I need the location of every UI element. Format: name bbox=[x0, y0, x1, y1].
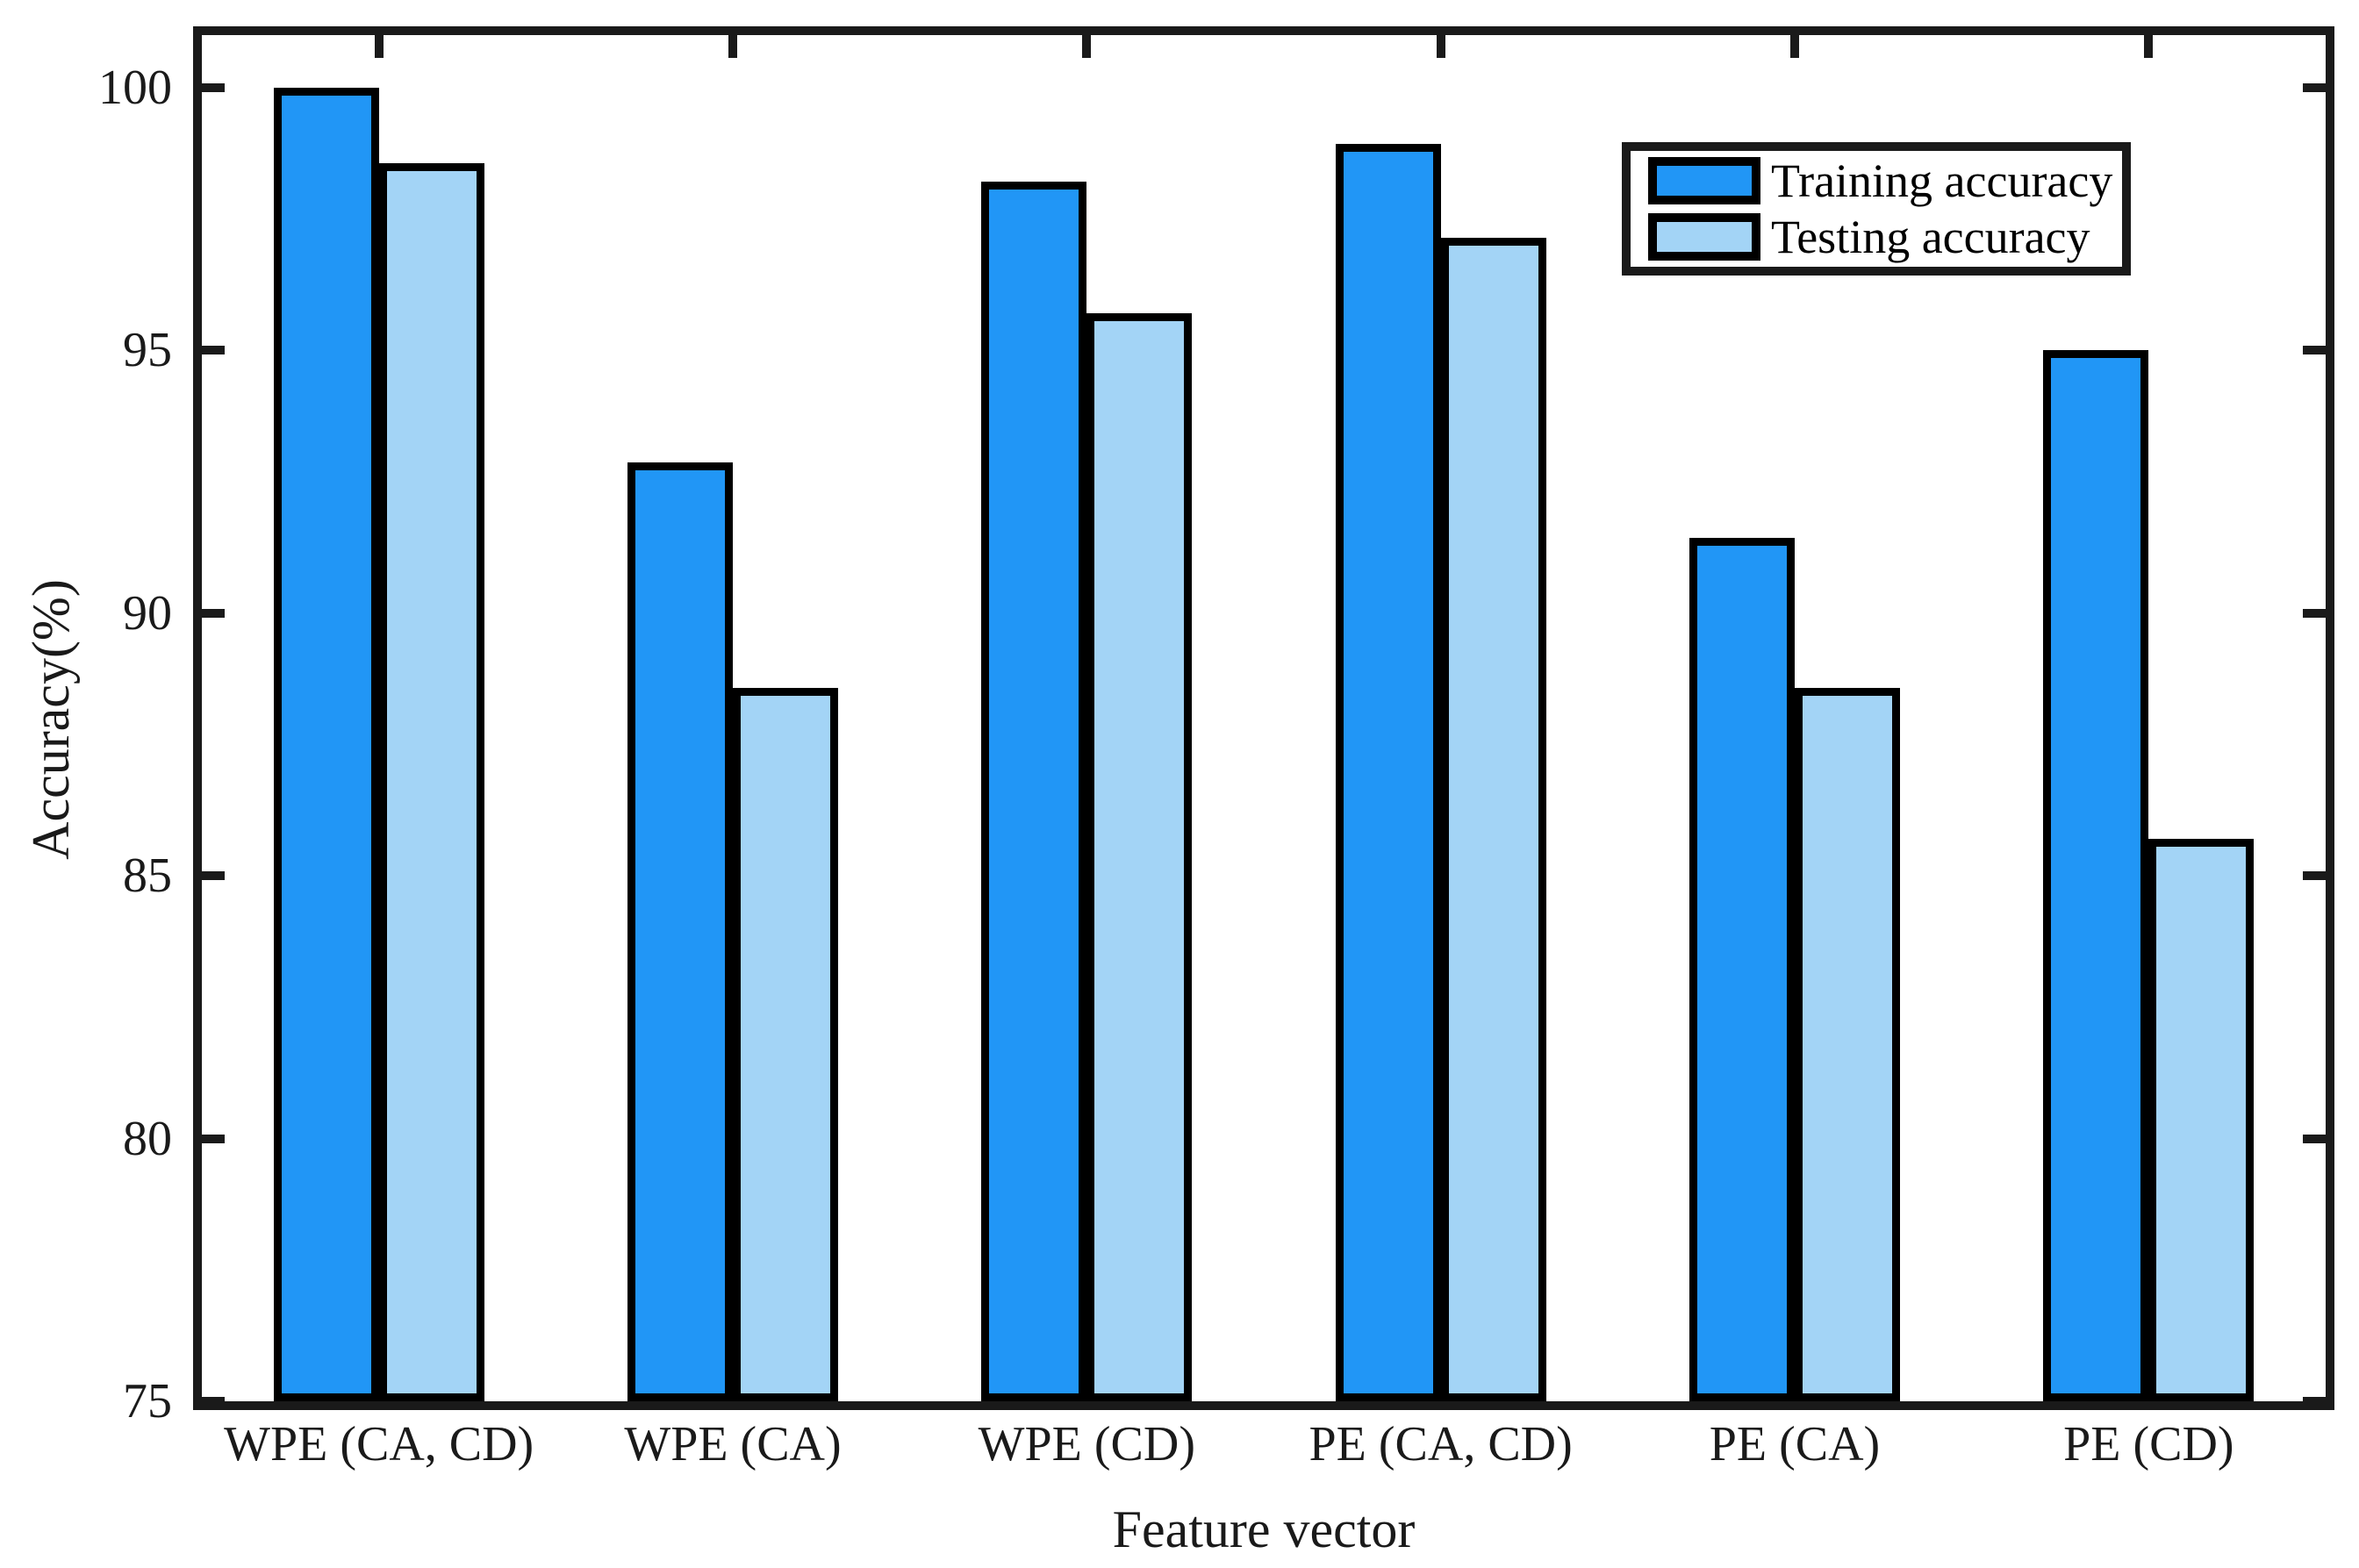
x-axis-label: Feature vector bbox=[1112, 1500, 1416, 1558]
x-tick-label: WPE (CA, CD) bbox=[224, 1417, 534, 1471]
y-tick-mark-right bbox=[2303, 1397, 2326, 1406]
x-tick-mark-top bbox=[728, 35, 737, 58]
legend-item-training: Training accuracy bbox=[1648, 155, 2122, 206]
bar-testing-5 bbox=[1795, 688, 1900, 1401]
x-tick-mark-top bbox=[1082, 35, 1092, 58]
x-tick-label: PE (CD) bbox=[2063, 1417, 2234, 1471]
y-tick-mark-left bbox=[202, 1134, 225, 1143]
legend-item-testing: Testing accuracy bbox=[1648, 211, 2122, 262]
bar-testing-1 bbox=[378, 162, 484, 1401]
y-tick-label: 90 bbox=[123, 585, 172, 641]
y-tick-mark-left bbox=[202, 871, 225, 881]
y-tick-mark-right bbox=[2303, 346, 2326, 355]
bar-testing-4 bbox=[1440, 238, 1546, 1401]
y-tick-label: 100 bbox=[98, 60, 172, 115]
y-tick-mark-left bbox=[202, 608, 225, 618]
bar-training-6 bbox=[2043, 350, 2149, 1401]
y-tick-mark-right bbox=[2303, 82, 2326, 92]
legend-label-training: Training accuracy bbox=[1771, 154, 2113, 208]
bar-testing-2 bbox=[733, 688, 838, 1401]
x-tick-mark-top bbox=[374, 35, 384, 58]
y-tick-mark-right bbox=[2303, 608, 2326, 618]
bar-testing-3 bbox=[1086, 312, 1193, 1401]
y-tick-mark-right bbox=[2303, 1134, 2326, 1143]
x-tick-label: PE (CA) bbox=[1709, 1417, 1881, 1471]
y-tick-mark-left bbox=[202, 346, 225, 355]
y-tick-mark-left bbox=[202, 82, 225, 92]
bar-training-3 bbox=[981, 182, 1087, 1401]
y-tick-mark-right bbox=[2303, 871, 2326, 881]
legend-swatch-testing-icon bbox=[1648, 212, 1760, 261]
x-tick-mark-top bbox=[1436, 35, 1445, 58]
x-tick-mark-top bbox=[1790, 35, 1799, 58]
x-tick-mark-top bbox=[2144, 35, 2154, 58]
bar-training-1 bbox=[273, 87, 379, 1401]
legend-swatch-training-icon bbox=[1648, 157, 1760, 205]
x-tick-label: WPE (CD) bbox=[978, 1417, 1195, 1471]
bar-testing-6 bbox=[2148, 838, 2255, 1401]
y-tick-label: 80 bbox=[123, 1111, 172, 1166]
x-tick-label: PE (CA, CD) bbox=[1309, 1417, 1573, 1471]
y-tick-label: 75 bbox=[123, 1374, 172, 1428]
y-tick-label: 95 bbox=[123, 323, 172, 378]
legend-label-testing: Testing accuracy bbox=[1771, 210, 2090, 263]
legend: Training accuracy Testing accuracy bbox=[1622, 142, 2131, 276]
bar-training-2 bbox=[627, 462, 733, 1401]
x-tick-label: WPE (CA) bbox=[624, 1417, 842, 1471]
y-tick-mark-left bbox=[202, 1397, 225, 1406]
bar-training-4 bbox=[1335, 143, 1441, 1401]
bar-training-5 bbox=[1689, 538, 1795, 1401]
y-tick-label: 85 bbox=[123, 848, 172, 904]
